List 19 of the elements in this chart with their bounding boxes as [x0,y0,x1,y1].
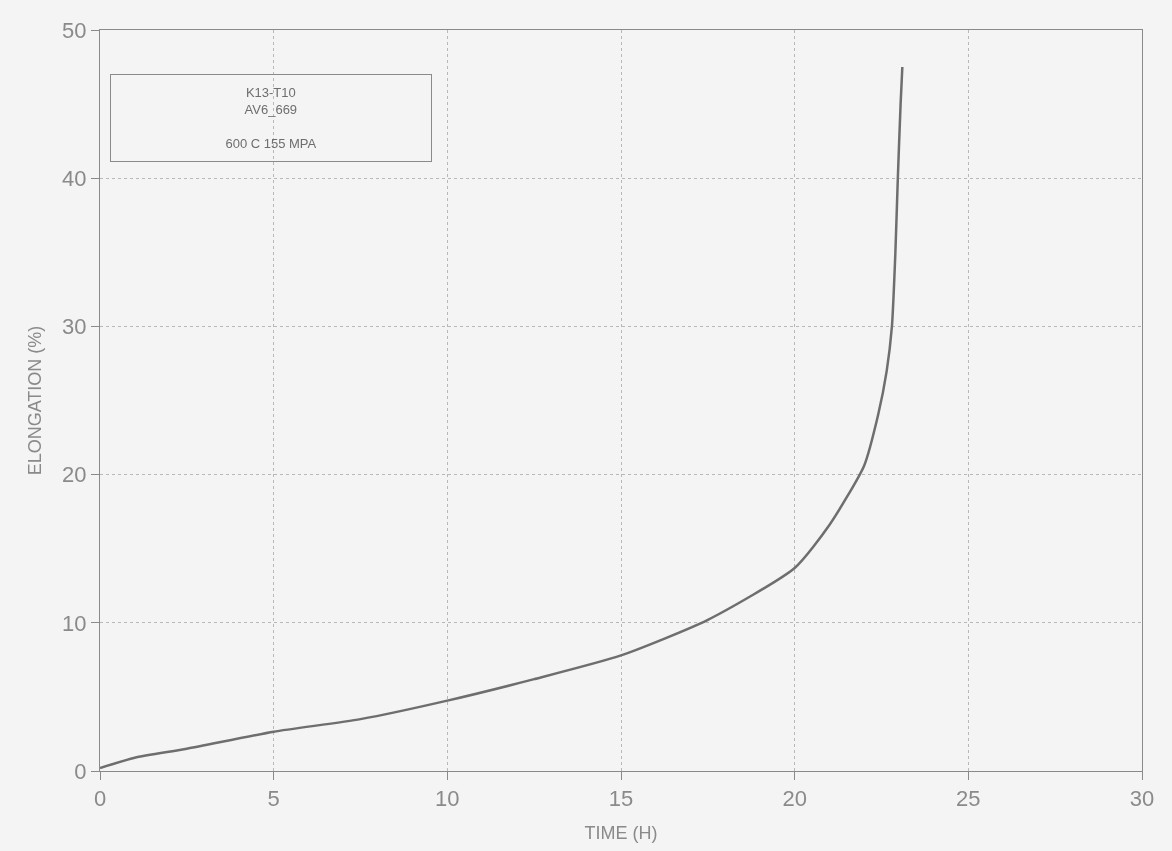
x-tick-label: 30 [1129,786,1155,812]
x-tick-label: 0 [93,786,107,812]
annotation: K13-T10 [245,85,296,100]
x-tick-label: 15 [608,786,634,812]
x-tick-label: 25 [956,786,981,812]
y-tick-label: 50 [62,17,87,43]
x-tick-label: 20 [782,786,807,812]
x-axis-title: TIME (H) [584,822,658,843]
y-tick-label: 40 [62,165,87,191]
y-tick-label: 20 [62,462,87,488]
line-series [100,65,904,770]
x-tick-label: 5 [267,786,280,812]
annotation: 600 C 155 MPA [225,135,317,151]
y-tick-label: 30 [62,314,87,340]
y-tick-label: 0 [74,758,87,784]
y-axis-title: ELONGATION (%) [25,325,46,476]
annotation: AV6_669 [244,101,298,117]
x-tick-label: 10 [435,786,460,812]
y-tick-label: 10 [62,610,87,636]
